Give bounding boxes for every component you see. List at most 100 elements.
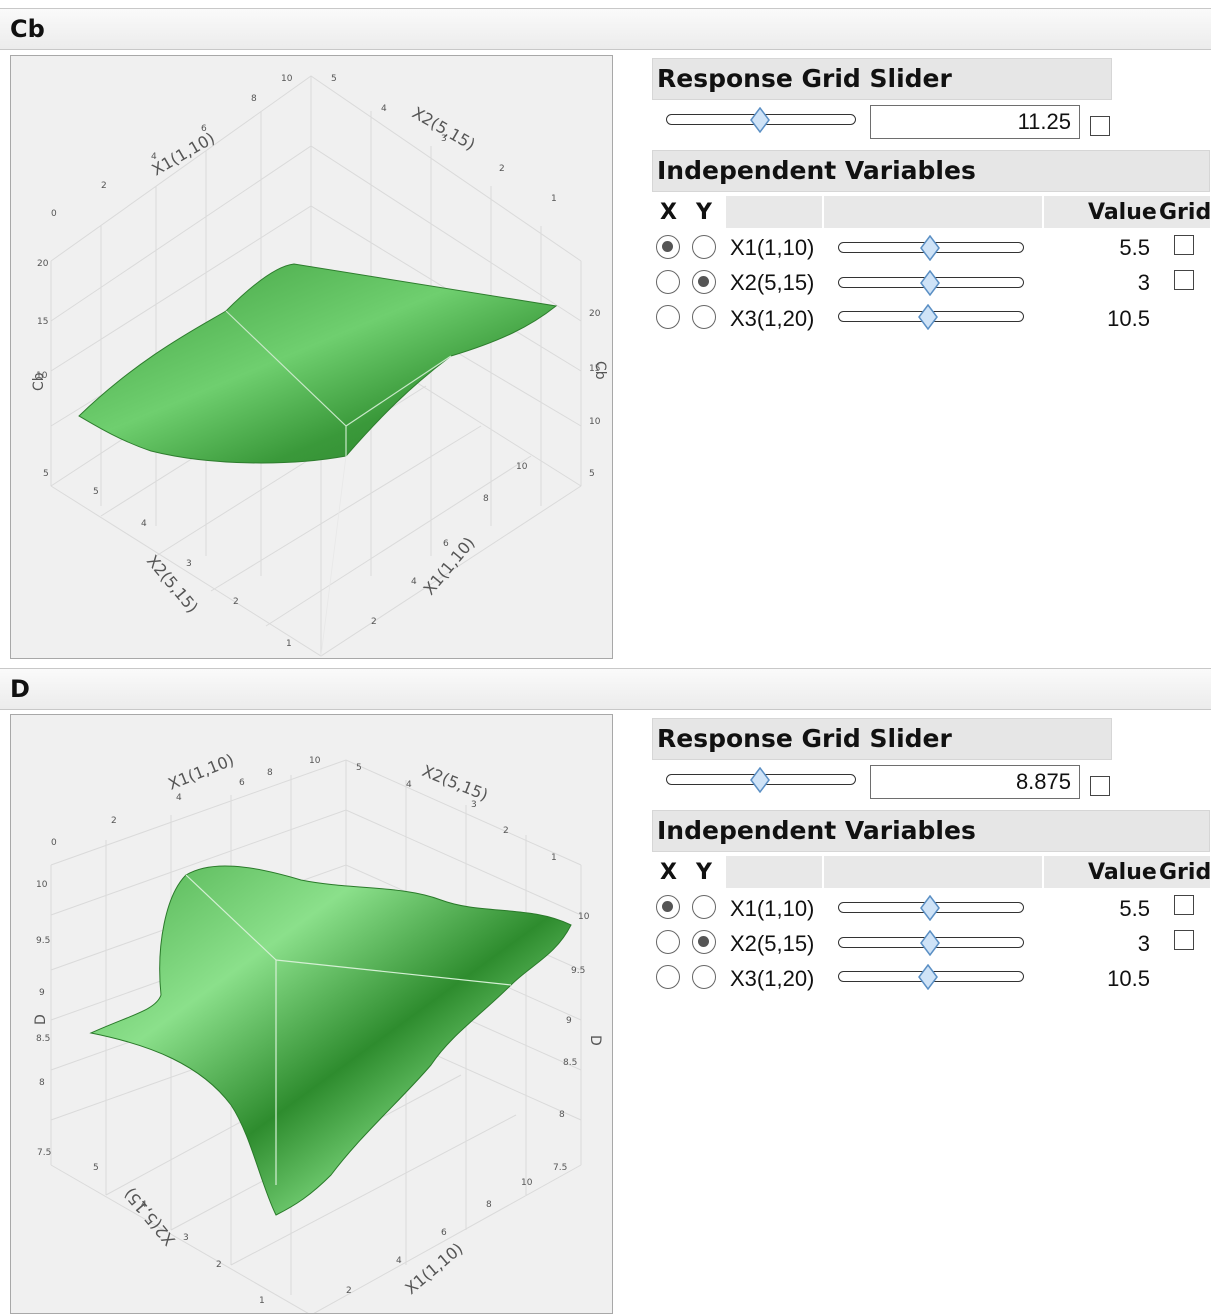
slider-thumb[interactable] [920, 270, 940, 296]
variable-value[interactable]: 3 [1137, 931, 1150, 956]
section-title: D [10, 675, 30, 703]
x2-tick-bottom: 4 [141, 519, 147, 529]
surface-plot-cb[interactable]: X1(1,10) X2(5,15) Cb Cb X2(5,15) X1(1,10… [10, 55, 613, 659]
x1-tick-bottom: 8 [483, 494, 489, 504]
section-header-cb[interactable]: Cb [0, 8, 1211, 50]
variable-value[interactable]: 5.5 [1119, 896, 1150, 921]
z-tick-left: 7.5 [37, 1148, 51, 1158]
slider-thumb[interactable] [918, 964, 938, 990]
grid-checkbox-x1[interactable] [1174, 895, 1194, 915]
column-header-value-label: Value [1088, 200, 1157, 225]
column-header-blank [726, 856, 822, 888]
section-header-d[interactable]: D [0, 668, 1211, 710]
x-radio-x3[interactable] [656, 965, 680, 989]
column-header-x: X [660, 860, 677, 885]
variable-label: X1(1,10) [730, 896, 815, 921]
independent-variables-heading: Independent Variables [652, 810, 1210, 852]
column-header-grid: Grid [1159, 860, 1211, 885]
variable-label: X2(5,15) [730, 931, 815, 956]
x1-tick-bottom: 10 [521, 1178, 533, 1188]
x1-tick-bottom: 6 [441, 1228, 447, 1238]
x1-tick-top: 6 [201, 124, 207, 134]
response-grid-checkbox[interactable] [1090, 116, 1110, 136]
surface-plot-d[interactable]: X1(1,10) X2(5,15) D D X2(5,15) X1(1,10) … [10, 714, 613, 1314]
response-grid-heading: Response Grid Slider [652, 58, 1112, 100]
x2-tick-top: 5 [356, 763, 362, 773]
tick-labels: 7.5 8 8.5 9 9.5 10 7.5 8 8.5 9 9.5 10 0 … [36, 756, 590, 1306]
slider-thumb[interactable] [750, 107, 770, 133]
slider-thumb[interactable] [920, 235, 940, 261]
z-axis-label-right: Cb [592, 361, 608, 380]
x-radio-x1[interactable] [656, 235, 680, 259]
grid-checkbox-x2[interactable] [1174, 930, 1194, 950]
z-tick-left: 5 [43, 469, 49, 479]
z-tick-left: 15 [37, 317, 48, 327]
box-grid [50, 759, 582, 1313]
column-header-blank [726, 196, 822, 228]
drop-line [320, 455, 347, 657]
x-radio-x3[interactable] [656, 305, 680, 329]
slider-thumb[interactable] [918, 304, 938, 330]
surface-plot-svg[interactable]: X1(1,10) X2(5,15) D D X2(5,15) X1(1,10) … [11, 715, 612, 1314]
section-title: Cb [10, 15, 45, 43]
slider-thumb[interactable] [920, 930, 940, 956]
x1-tick-top: 2 [101, 181, 107, 191]
x2-tick-top: 1 [551, 853, 557, 863]
z-axis-label-right: D [587, 1035, 603, 1046]
x1-tick-top: 0 [51, 838, 57, 848]
x1-tick-bottom: 2 [346, 1286, 352, 1296]
x1-tick-bottom: 10 [516, 462, 528, 472]
x1-tick-top: 4 [176, 793, 182, 803]
slider-thumb[interactable] [750, 767, 770, 793]
z-tick-left: 20 [37, 259, 49, 269]
response-grid-value-field[interactable]: 11.25 [870, 105, 1080, 139]
column-header-value-label: Value [1088, 860, 1157, 885]
grid-checkbox-x2[interactable] [1174, 270, 1194, 290]
x2-tick-top: 5 [331, 74, 337, 84]
y-radio-x3[interactable] [692, 965, 716, 989]
z-tick-left: 9 [39, 988, 45, 998]
y-radio-x2[interactable] [692, 930, 716, 954]
response-surface [89, 865, 572, 1216]
x-radio-x2[interactable] [656, 270, 680, 294]
independent-variables-heading: Independent Variables [652, 150, 1210, 192]
x1-tick-top: 2 [111, 816, 117, 826]
x-radio-x2[interactable] [656, 930, 680, 954]
response-grid-checkbox[interactable] [1090, 776, 1110, 796]
control-panel-cb: Response Grid Slider 11.25 Independent V… [652, 58, 1211, 358]
x1-tick-top: 8 [251, 94, 257, 104]
x1-tick-top: 10 [309, 756, 321, 766]
x1-tick-bottom: 2 [371, 617, 377, 627]
z-tick-right: 8.5 [563, 1058, 577, 1068]
variable-value[interactable]: 10.5 [1107, 966, 1150, 991]
y-radio-x2[interactable] [692, 270, 716, 294]
y-radio-x1[interactable] [692, 895, 716, 919]
variable-value[interactable]: 3 [1137, 270, 1150, 295]
z-tick-right: 10 [589, 417, 601, 427]
z-tick-right: 9.5 [571, 966, 585, 976]
x1-tick-top: 0 [51, 209, 57, 219]
surface-plot-svg[interactable]: X1(1,10) X2(5,15) Cb Cb X2(5,15) X1(1,10… [11, 56, 612, 658]
control-panel-d: Response Grid Slider 8.875 Independent V… [652, 718, 1211, 1018]
column-header-x: X [660, 200, 677, 225]
tick-labels: 5 10 15 20 5 10 15 20 0 2 4 6 8 10 5 4 3… [36, 74, 601, 649]
z-tick-right: 8 [559, 1110, 565, 1120]
variable-value[interactable]: 5.5 [1119, 235, 1150, 260]
x1-tick-bottom: 4 [411, 577, 417, 587]
x2-tick-top: 3 [441, 134, 447, 144]
z-tick-left: 9.5 [36, 936, 50, 946]
column-header-blank [824, 196, 1042, 228]
x-radio-x1[interactable] [656, 895, 680, 919]
x2-tick-top: 3 [471, 800, 477, 810]
x1-tick-bottom: 8 [486, 1200, 492, 1210]
variable-label: X3(1,20) [730, 966, 815, 991]
variable-value[interactable]: 10.5 [1107, 306, 1150, 331]
y-radio-x3[interactable] [692, 305, 716, 329]
grid-checkbox-x1[interactable] [1174, 235, 1194, 255]
z-tick-left: 10 [36, 371, 48, 381]
slider-thumb[interactable] [920, 895, 940, 921]
response-grid-value-field[interactable]: 8.875 [870, 765, 1080, 799]
x1-tick-top: 10 [281, 74, 293, 84]
x2-tick-bottom: 4 [141, 1200, 147, 1210]
y-radio-x1[interactable] [692, 235, 716, 259]
